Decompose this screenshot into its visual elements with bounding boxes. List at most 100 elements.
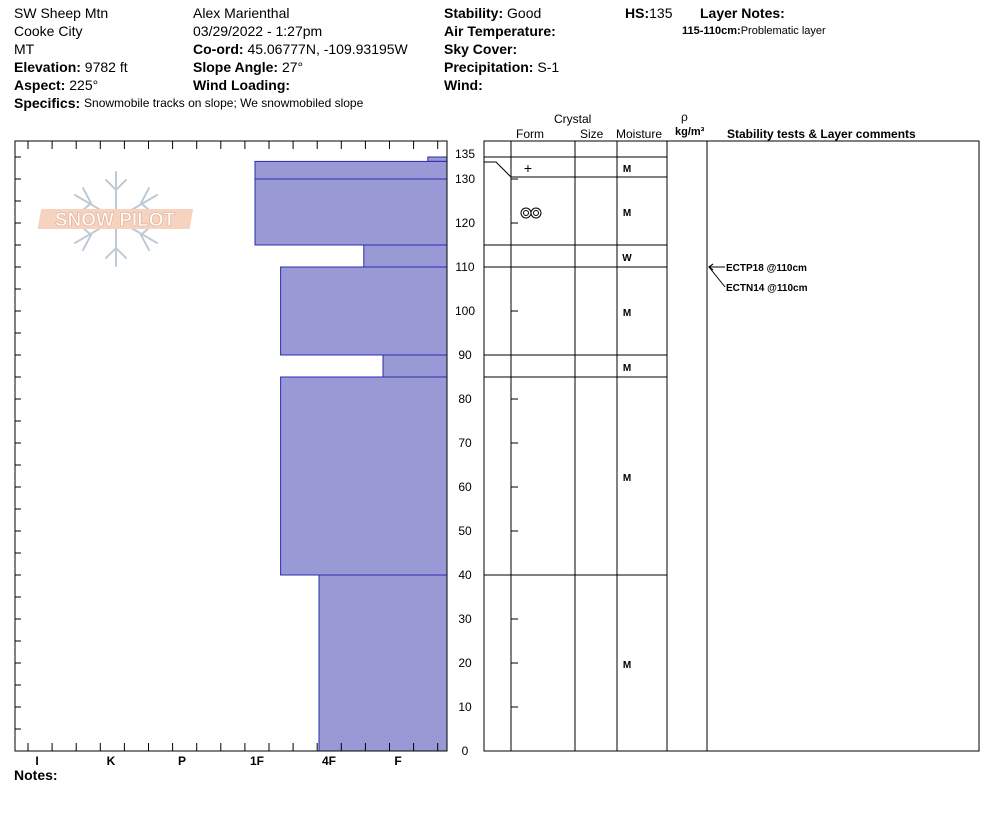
density-symbol: ρ [681, 110, 688, 124]
city-name: Cooke City [14, 23, 83, 39]
stability-comments-header: Stability tests & Layer comments [727, 127, 916, 141]
hardness-bar-0 [427, 156, 448, 162]
observation-datetime: 03/29/2022 - 1:27pm [193, 23, 323, 39]
moisture-1: M [623, 164, 631, 175]
depth-label-135: 135 [455, 147, 475, 161]
hardness-bar-7 [318, 574, 448, 752]
moisture-3: W [622, 253, 632, 264]
hardness-bar-2 [254, 178, 448, 246]
wind-loading-label: Wind Loading: [193, 77, 291, 93]
hardness-label-P: P [178, 754, 186, 768]
depth-label-20: 20 [458, 656, 472, 670]
form-header: Form [516, 127, 544, 141]
aspect-value: 225° [69, 77, 99, 93]
layer-note-row: 115-110cm:Problematic layer [682, 22, 826, 40]
depth-label-100: 100 [455, 304, 475, 318]
slope-row: Slope Angle: 27° [193, 58, 303, 76]
stability-value: Good [507, 5, 542, 21]
stability-test-leader-1 [708, 266, 726, 288]
depth-label-40: 40 [458, 568, 472, 582]
snowpilot-logo-text: SNOW PILOT [55, 210, 176, 231]
notes-label: Notes: [14, 767, 58, 783]
hardness-bar-1 [254, 160, 448, 180]
hardness-bar-6 [280, 376, 448, 576]
stability-test-arrow-1 [708, 263, 714, 271]
depth-label-50: 50 [458, 524, 472, 538]
hardness-plot-frame [14, 140, 448, 752]
sky-row: Sky Cover: [444, 40, 517, 58]
depth-label-30: 30 [458, 612, 472, 626]
depth-label-70: 70 [458, 436, 472, 450]
moisture-6: M [623, 473, 631, 484]
precip-row: Precipitation: S-1 [444, 58, 559, 76]
hardness-bar-4 [280, 266, 448, 356]
form-symbol-1: + [524, 160, 532, 176]
aspect-row: Aspect: 225° [14, 76, 98, 94]
hardness-label-4F: 4F [322, 754, 336, 768]
depth-label-60: 60 [458, 480, 472, 494]
hardness-bar-3 [363, 244, 448, 268]
layer-note-range: 115-110cm: [682, 25, 741, 37]
depth-label-120: 120 [455, 216, 475, 230]
depth-label-130: 130 [455, 172, 475, 186]
form-round-icon [533, 210, 539, 216]
specifics-row: Specifics: Snowmobile tracks on slope; W… [14, 94, 364, 112]
wind-row: Wind: [444, 76, 483, 94]
size-header: Size [580, 127, 604, 141]
crystal-header: Crystal [554, 112, 592, 126]
location-name: SW Sheep Mtn [14, 5, 109, 21]
elevation-value: 9782 ft [84, 59, 128, 75]
coord-row: Co-ord: 45.06777N, -109.93195W [193, 40, 408, 58]
connector-130 [484, 161, 512, 178]
hardness-label-1F: 1F [250, 754, 264, 768]
stability-test-label-1: ECTN14 @110cm [726, 283, 808, 294]
hardness-label-K: K [107, 754, 116, 768]
moisture-5: M [623, 363, 631, 374]
precip-label: Precipitation: [444, 59, 534, 75]
wind-label: Wind: [444, 77, 483, 93]
density-unit: kg/m³ [675, 126, 705, 138]
hardness-label-I: I [35, 754, 38, 768]
wind-loading-row: Wind Loading: [193, 76, 290, 94]
moisture-header: Moisture [616, 127, 663, 141]
moisture-2: M [623, 208, 631, 219]
depth-label-10: 10 [458, 700, 472, 714]
stability-label: Stability: [444, 5, 504, 21]
state-name: MT [14, 41, 35, 57]
depth-label-0: 0 [462, 744, 469, 758]
aspect-label: Aspect: [14, 77, 66, 93]
moisture-7: M [623, 660, 631, 671]
form-round-icon [520, 207, 532, 219]
stability-test-label-0: ECTP18 @110cm [726, 263, 807, 274]
layer-notes-label: Layer Notes: [700, 5, 785, 21]
coord-label: Co-ord: [193, 41, 244, 57]
precip-value: S-1 [537, 59, 560, 75]
sky-label: Sky Cover: [444, 41, 518, 57]
hardness-label-F: F [394, 754, 401, 768]
hardness-bar-5 [382, 354, 448, 378]
depth-label-110: 110 [455, 260, 474, 274]
elevation-label: Elevation: [14, 59, 81, 75]
hs-value: 135 [649, 5, 673, 21]
elevation-row: Elevation: 9782 ft [14, 58, 128, 76]
hs-row: HS:135 [625, 4, 672, 22]
air-temp-row: Air Temperature: [444, 22, 556, 40]
depth-label-80: 80 [458, 392, 472, 406]
slope-value: 27° [281, 59, 304, 75]
depth-label-90: 90 [458, 348, 472, 362]
stability-row: Stability: Good [444, 4, 541, 22]
form-round-icon [530, 207, 542, 219]
observer-name: Alex Marienthal [193, 5, 290, 21]
coord-value: 45.06777N, -109.93195W [247, 41, 408, 57]
specifics-value: Snowmobile tracks on slope; We snowmobil… [84, 96, 364, 110]
layer-note-text: Problematic layer [740, 25, 826, 37]
snowpilot-logo: SNOW PILOT [37, 171, 194, 267]
slope-label: Slope Angle: [193, 59, 279, 75]
form-round-icon [523, 210, 529, 216]
layer-table-frame [483, 140, 980, 752]
moisture-4: M [623, 308, 631, 319]
air-temp-label: Air Temperature: [444, 23, 556, 39]
specifics-label: Specifics: [14, 95, 81, 111]
hs-label: HS: [625, 5, 650, 21]
